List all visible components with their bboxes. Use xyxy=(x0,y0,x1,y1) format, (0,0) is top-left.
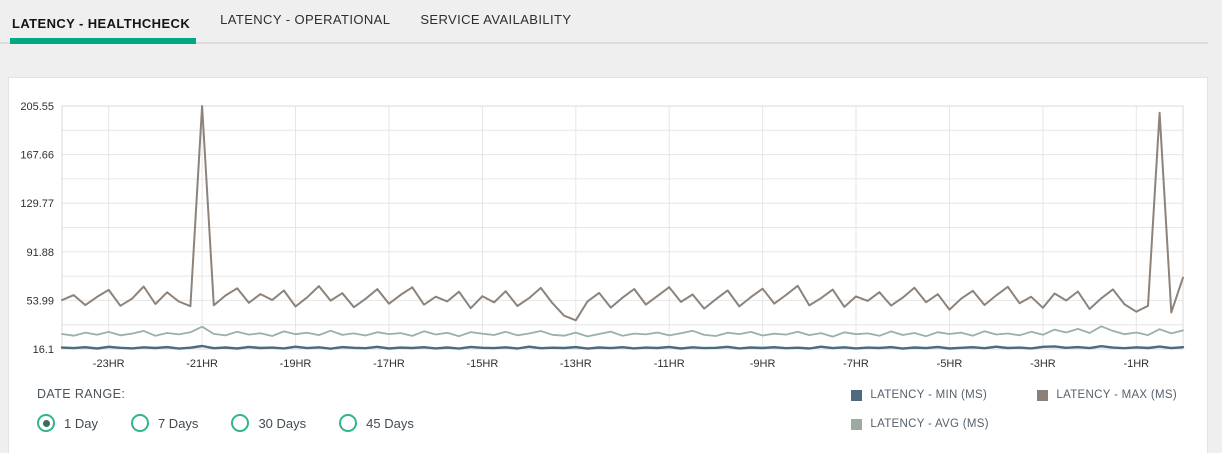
series-line-min xyxy=(60,344,1185,350)
x-axis-label: -15HR xyxy=(467,358,499,370)
series-line-max xyxy=(61,105,1184,322)
legend-label-max: LATENCY - MAX (MS) xyxy=(1056,389,1177,401)
x-axis-label: -1HR xyxy=(1123,358,1149,370)
radio-30-days-ring[interactable] xyxy=(231,414,250,432)
chart-legend: LATENCY - MIN (MS) LATENCY - MAX (MS) LA… xyxy=(851,389,1177,430)
date-range-label: DATE RANGE: xyxy=(37,387,126,401)
date-range-radio-group: 1 Day 7 Days 30 Days 45 Days xyxy=(37,414,414,432)
x-axis-label: -3HR xyxy=(1030,358,1056,370)
legend-item-latency-max[interactable]: LATENCY - MAX (MS) xyxy=(1037,389,1177,401)
tab-latency-healthcheck[interactable]: LATENCY - HEALTHCHECK xyxy=(10,16,197,44)
radio-45-days-label: 45 Days xyxy=(366,415,414,431)
radio-30-days[interactable]: 30 Days xyxy=(231,414,306,432)
tab-latency-operational[interactable]: LATENCY - OPERATIONAL xyxy=(220,12,391,27)
legend-label-avg: LATENCY - AVG (MS) xyxy=(870,418,989,430)
x-axis-label: -19HR xyxy=(280,358,312,370)
x-axis-label: -17HR xyxy=(373,358,405,370)
controls-row: DATE RANGE: 1 Day 7 Days 30 Days 45 Days xyxy=(9,380,1207,432)
tab-bar: LATENCY - HEALTHCHECK LATENCY - OPERATIO… xyxy=(0,0,1208,44)
x-axis-label: -11HR xyxy=(654,358,685,370)
legend-label-min: LATENCY - MIN (MS) xyxy=(870,389,988,401)
plot-border xyxy=(61,105,1184,350)
y-axis-label: 16.1 xyxy=(33,344,54,356)
y-axis-label: 205.55 xyxy=(20,101,54,113)
legend-swatch-max xyxy=(1037,389,1049,401)
y-axis-label: 91.88 xyxy=(26,247,54,259)
series-line-avg xyxy=(61,325,1184,338)
x-axis-label: -23HR xyxy=(93,358,125,370)
radio-30-days-label: 30 Days xyxy=(258,415,307,431)
radio-45-days[interactable]: 45 Days xyxy=(339,414,414,432)
y-axis-label: 167.66 xyxy=(20,150,54,162)
legend-item-latency-avg[interactable]: LATENCY - AVG (MS) xyxy=(851,418,1009,430)
radio-1-day-ring[interactable] xyxy=(37,414,55,432)
legend-swatch-avg xyxy=(851,418,863,430)
x-axis-label: -7HR xyxy=(843,358,869,370)
radio-selected-dot xyxy=(42,419,50,427)
chart-card: 205.55 167.66 129.77 91.88 53.99 16.1 -23HR -21… xyxy=(8,77,1208,453)
radio-7-days-ring[interactable] xyxy=(130,414,149,432)
latency-chart-container: 205.55 167.66 129.77 91.88 53.99 16.1 -23HR -21… xyxy=(9,96,1207,380)
radio-1-day-label: 1 Day xyxy=(64,415,98,431)
radio-45-days-ring[interactable] xyxy=(339,414,358,432)
legend-swatch-min xyxy=(851,389,863,401)
x-axis-label: -13HR xyxy=(560,358,592,370)
legend-item-latency-min[interactable]: LATENCY - MIN (MS) xyxy=(851,389,1009,401)
y-axis-label: 129.77 xyxy=(20,198,54,210)
y-axis-label: 53.99 xyxy=(26,295,54,307)
tab-service-availability[interactable]: SERVICE AVAILABILITY xyxy=(420,12,572,27)
x-axis-label: -5HR xyxy=(937,358,963,370)
x-axis-label: -21HR xyxy=(186,358,218,370)
date-range-control: DATE RANGE: 1 Day 7 Days 30 Days 45 Days xyxy=(37,387,414,432)
radio-7-days[interactable]: 7 Days xyxy=(130,414,199,432)
radio-1-day[interactable]: 1 Day xyxy=(37,414,98,432)
x-axis-label: -9HR xyxy=(750,358,776,370)
latency-chart: 205.55 167.66 129.77 91.88 53.99 16.1 -23HR -21… xyxy=(20,101,1185,370)
radio-7-days-label: 7 Days xyxy=(157,415,199,431)
